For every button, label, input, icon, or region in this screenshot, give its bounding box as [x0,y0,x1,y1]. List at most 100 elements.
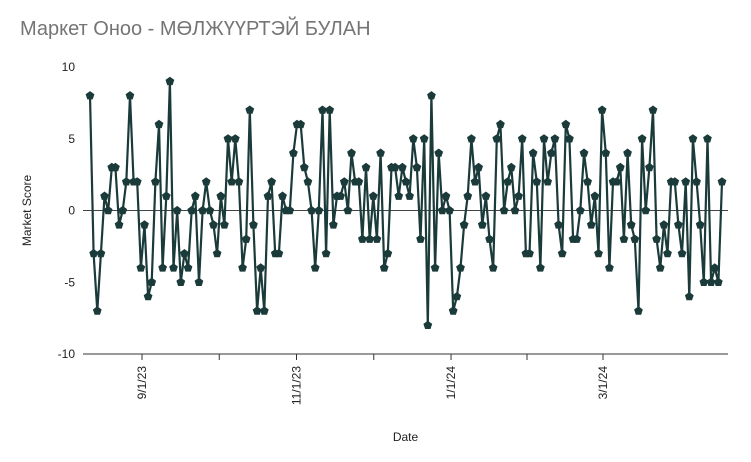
x-tick-label: 3/1/24 [596,366,610,400]
data-point [714,277,723,286]
data-point [510,205,520,215]
data-point [594,249,603,258]
data-point [427,91,436,100]
series-layer [85,76,727,329]
data-point [459,220,469,229]
data-point [434,148,444,157]
data-point [423,320,433,329]
data-point [499,205,509,215]
data-point [554,220,563,229]
data-point [532,177,542,186]
data-point [525,249,534,258]
data-point [699,277,709,286]
data-point [630,234,640,243]
data-point [684,292,694,301]
series-line [88,80,724,327]
data-point [412,162,422,172]
data-point [477,220,487,229]
data-point [583,177,592,186]
data-point [278,191,287,200]
data-point [383,249,393,258]
data-point [717,177,727,186]
data-point [220,220,229,229]
data-point [670,177,680,186]
data-point [430,263,440,272]
data-point [572,234,582,243]
data-point [456,263,465,272]
data-point [492,134,502,143]
data-point [677,249,687,258]
data-point [260,306,269,315]
data-point [289,148,298,157]
data-point [565,134,574,143]
data-point [314,205,324,215]
data-point [416,234,425,243]
data-point [343,205,353,215]
data-point [488,263,498,272]
data-point [245,105,255,114]
data-point [448,306,458,315]
x-tick-label: 1/1/24 [444,366,458,400]
data-point [503,177,513,186]
data-point [623,148,632,157]
data-point [307,205,316,215]
data-point [576,205,585,215]
data-point [561,119,571,129]
data-point [194,277,204,286]
data-point [419,134,429,143]
data-point [507,162,516,172]
data-point [372,234,382,243]
data-point [379,263,389,272]
data-point [96,249,106,258]
data-point [114,220,124,229]
data-point [267,177,276,186]
data-point [183,263,193,272]
y-tick-label: 5 [68,132,75,146]
data-point [645,162,654,172]
data-point [452,292,462,301]
data-point [212,249,222,258]
data-point [347,148,356,157]
data-point [496,119,505,129]
data-point [579,148,589,157]
data-point [365,234,375,243]
data-point [230,134,240,143]
data-point [339,177,349,186]
data-point [528,148,538,157]
data-point [249,220,258,229]
data-point [121,177,131,186]
data-point [368,191,378,200]
data-point [296,119,305,129]
data-point [481,191,491,200]
data-point [89,249,98,258]
data-point [329,220,338,229]
data-point [674,220,683,229]
data-point [234,177,244,186]
data-point [648,105,658,114]
data-point [205,205,215,215]
data-point [710,263,720,272]
data-point [154,119,164,129]
y-tick-label: -5 [64,275,75,289]
data-point [706,277,716,286]
data-point [605,263,614,272]
data-point [641,205,651,215]
data-point [187,205,197,215]
data-point [158,263,167,272]
y-axis-title: Market Score [20,174,34,246]
data-point [103,205,113,215]
data-point [299,162,309,172]
data-point [321,249,331,258]
data-point [401,177,411,186]
data-point [209,220,218,229]
x-axis-title: Date [393,430,419,444]
data-point [376,148,385,157]
data-point [441,191,451,200]
y-tick-label: -10 [58,347,76,361]
data-point [637,134,647,143]
data-point [285,205,295,215]
data-point [445,205,454,215]
data-point [663,249,672,258]
data-point [517,134,527,143]
data-point [85,91,95,100]
